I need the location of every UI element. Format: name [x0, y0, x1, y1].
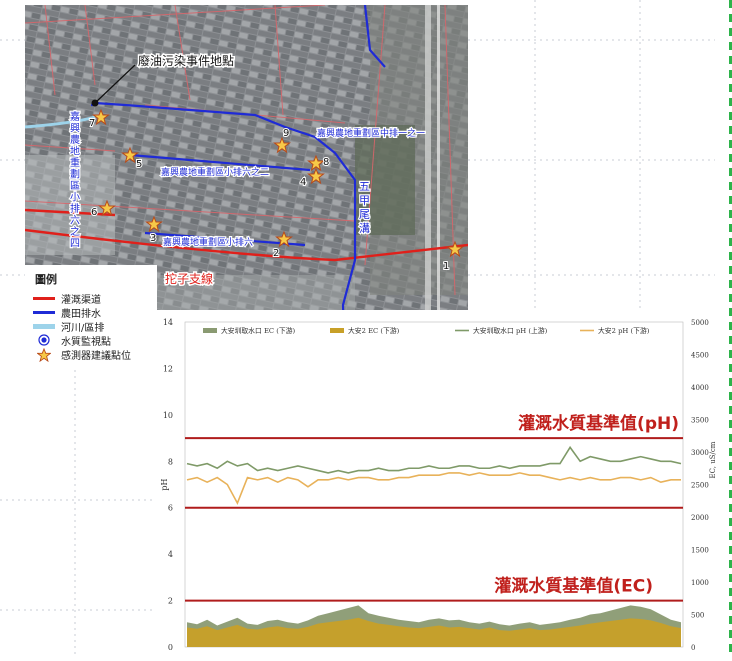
right-tick-label: 2000: [691, 514, 709, 522]
left-tick-label: 8: [168, 457, 173, 466]
river-line-swatch: [33, 323, 55, 329]
right-axis-label: EC, uS/cm: [709, 441, 717, 478]
right-tick-label: 500: [691, 612, 704, 620]
legend-label-2: 大安圳取水口 pH (上游): [473, 326, 548, 335]
left-tick-label: 6: [168, 504, 173, 513]
label-zhongpai: 嘉興農地重劃區中排一之一: [317, 127, 425, 139]
map-legend: 圖例 灌溉渠道 農田排水 河川/區排 水質監視點 感測器建議點位: [25, 265, 157, 370]
legend-item-label: 農田排水: [61, 308, 101, 320]
station-8-label: 8: [323, 157, 329, 168]
label-tuozi: 拕子支線: [165, 271, 213, 286]
legend-item-label: 水質監視點: [61, 336, 111, 348]
station-4-label: 4: [300, 177, 306, 188]
event-location-label: 廢油污染事件地點: [138, 53, 234, 68]
station-3-label: 3: [150, 233, 156, 244]
irrigation-line-swatch: [33, 296, 55, 300]
left-tick-label: 0: [168, 643, 173, 652]
legend-item-monitor: 水質監視點: [33, 334, 111, 348]
monitor-point-icon: [33, 334, 55, 346]
right-tick-label: 0: [691, 644, 695, 652]
left-axis-label: pH: [160, 478, 169, 490]
left-tick-label: 2: [168, 597, 173, 606]
aerial-map: 廢油污染事件地點 嘉興農地重劃區中排一之一 嘉興農地重劃區小排六之二 嘉興農地重…: [25, 5, 468, 370]
ph-line-0: [186, 445, 682, 474]
left-tick-label: 4: [168, 550, 173, 559]
annotation-ph: 灌溉水質基準值(pH): [518, 413, 679, 434]
legend-swatch-1: [330, 328, 344, 333]
legend-item-irrigation: 灌溉渠道: [33, 292, 101, 306]
chart-svg: 0 2 4 6 8 10 12 14 0 500 1000 1500 2000 2500 3000 3500 4…: [160, 318, 717, 652]
legend-item-sensor: 感測器建議點位: [33, 347, 131, 363]
station-2-label: 2: [273, 248, 279, 259]
legend-label-3: 大安2 pH (下游): [598, 326, 650, 335]
ec-area-1: [187, 617, 681, 647]
station-markers: 1 2 3 4 5 6 7 8 9: [88, 109, 463, 273]
legend-label-1: 大安2 EC (下游): [348, 326, 400, 335]
label-xiaopai64: 嘉興農地重劃區小排六之四: [70, 110, 80, 250]
label-xiaopai62: 嘉興農地重劃區小排六之二: [161, 166, 269, 178]
right-tick-label: 2500: [691, 482, 709, 490]
label-xiaopai6: 嘉興農地重劃區小排六: [163, 236, 253, 248]
drainage-line-swatch: [33, 310, 55, 314]
legend-item-label: 河川/區排: [61, 322, 105, 334]
water-quality-chart: 0 2 4 6 8 10 12 14 0 500 1000 1500 2000 2500 3000 3500 4…: [155, 310, 723, 657]
left-tick-label: 12: [163, 364, 173, 373]
event-location-dot: [91, 99, 99, 107]
green-dashed-rail: [729, 0, 732, 657]
station-9-label: 9: [283, 128, 289, 139]
annotation-ec: 灌溉水質基準值(EC): [494, 576, 653, 597]
label-wujia: 五甲尾溝: [359, 180, 370, 235]
right-tick-label: 1000: [691, 579, 709, 587]
right-tick-label: 4000: [691, 384, 709, 392]
sensor-star-icon: [33, 347, 55, 363]
station-6-label: 6: [91, 207, 97, 218]
right-tick-label: 3000: [691, 449, 709, 457]
right-tick-label: 3500: [691, 417, 709, 425]
left-tick-label: 10: [163, 411, 173, 420]
right-tick-label: 5000: [691, 319, 709, 327]
station-7-label: 7: [89, 118, 95, 129]
plot-area: [184, 321, 684, 648]
legend-swatch-0: [203, 328, 217, 333]
legend-item-label: 灌溉渠道: [61, 294, 101, 306]
station-5-label: 5: [136, 159, 142, 170]
left-tick-label: 14: [163, 318, 173, 327]
legend-item-river: 河川/區排: [33, 320, 105, 334]
ph-line-1: [186, 472, 681, 505]
legend-item-drainage: 農田排水: [33, 306, 101, 320]
legend-label-0: 大安圳取水口 EC (下游): [221, 326, 296, 335]
legend-title: 圖例: [35, 273, 57, 286]
right-tick-label: 4500: [691, 352, 709, 360]
legend-item-label: 感測器建議點位: [61, 350, 131, 362]
right-tick-label: 1500: [691, 547, 709, 555]
station-1-label: 1: [443, 261, 449, 272]
